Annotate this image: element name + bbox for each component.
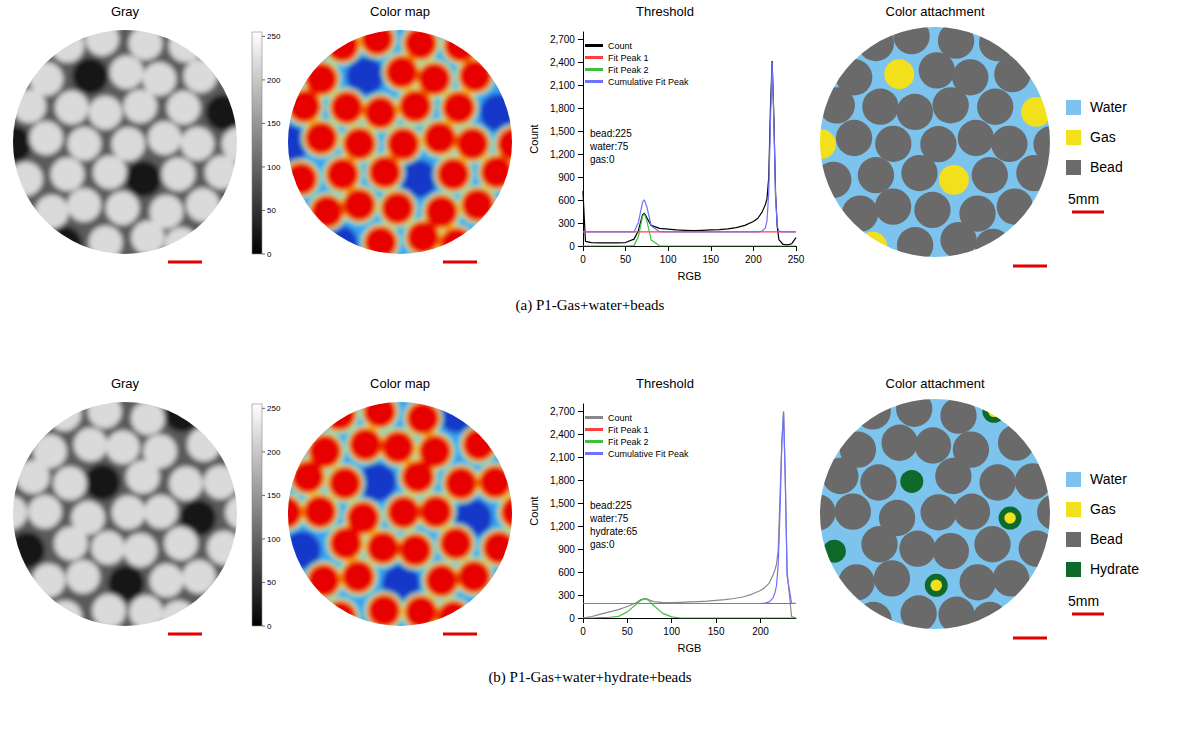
svg-text:2,100: 2,100 [550,452,575,463]
svg-text:250: 250 [788,254,805,265]
svg-text:5mm: 5mm [1068,593,1099,609]
svg-text:RGB: RGB [678,270,702,282]
svg-text:2,400: 2,400 [550,57,575,68]
svg-text:150: 150 [267,491,281,500]
svg-text:5mm: 5mm [1068,191,1099,207]
svg-text:250: 250 [267,32,281,41]
svg-text:2,700: 2,700 [550,406,575,417]
svg-text:Water: Water [1090,99,1127,115]
svg-text:1,500: 1,500 [550,498,575,509]
svg-text:100: 100 [267,163,281,172]
svg-text:Gas: Gas [1090,129,1116,145]
svg-text:Color attachment: Color attachment [886,4,985,19]
svg-text:300: 300 [558,590,575,601]
svg-text:50: 50 [267,206,276,215]
svg-text:Count: Count [528,496,540,525]
svg-text:Count: Count [608,41,633,51]
svg-text:Color map: Color map [370,4,430,19]
svg-text:900: 900 [558,172,575,183]
svg-text:200: 200 [267,448,281,457]
svg-text:100: 100 [660,254,677,265]
svg-text:RGB: RGB [678,642,702,654]
svg-text:Gas: Gas [1090,501,1116,517]
svg-text:600: 600 [558,567,575,578]
svg-text:Fit Peak 1: Fit Peak 1 [608,53,649,63]
svg-text:Gray: Gray [111,4,140,19]
svg-text:2,400: 2,400 [550,429,575,440]
svg-text:1,200: 1,200 [550,149,575,160]
svg-text:1,200: 1,200 [550,521,575,532]
svg-text:50: 50 [267,578,276,587]
svg-text:hydrate:65: hydrate:65 [590,526,638,537]
svg-text:Cumulative Fit Peak: Cumulative Fit Peak [608,77,689,87]
svg-text:0: 0 [569,613,575,624]
svg-text:0: 0 [569,241,575,252]
svg-text:1,800: 1,800 [550,475,575,486]
svg-text:Color map: Color map [370,376,430,391]
svg-text:100: 100 [267,535,281,544]
svg-text:150: 150 [708,626,725,637]
svg-text:150: 150 [702,254,719,265]
svg-text:Fit Peak 2: Fit Peak 2 [608,65,649,75]
svg-text:Threshold: Threshold [636,376,694,391]
svg-text:gas:0: gas:0 [590,154,615,165]
svg-text:Threshold: Threshold [636,4,694,19]
svg-text:900: 900 [558,544,575,555]
svg-text:Bead: Bead [1090,531,1123,547]
svg-text:Count: Count [608,413,633,423]
svg-text:200: 200 [745,254,762,265]
svg-text:Fit Peak 2: Fit Peak 2 [608,437,649,447]
svg-text:water:75: water:75 [589,141,629,152]
svg-text:Gray: Gray [111,376,140,391]
svg-text:100: 100 [663,626,680,637]
svg-text:50: 50 [622,626,634,637]
svg-text:bead:225: bead:225 [590,500,632,511]
svg-text:(b) P1-Gas+water+hydrate+beads: (b) P1-Gas+water+hydrate+beads [488,669,691,686]
svg-text:150: 150 [267,119,281,128]
svg-text:200: 200 [267,76,281,85]
svg-text:2,100: 2,100 [550,80,575,91]
svg-text:gas:0: gas:0 [590,539,615,550]
svg-text:Count: Count [528,124,540,153]
svg-text:Water: Water [1090,471,1127,487]
svg-text:1,500: 1,500 [550,126,575,137]
svg-text:Color attachment: Color attachment [886,376,985,391]
svg-text:bead:225: bead:225 [590,128,632,139]
svg-text:600: 600 [558,195,575,206]
svg-text:200: 200 [752,626,769,637]
svg-text:Hydrate: Hydrate [1090,561,1139,577]
svg-text:0: 0 [267,250,272,259]
svg-text:Fit Peak 1: Fit Peak 1 [608,425,649,435]
svg-text:Cumulative Fit Peak: Cumulative Fit Peak [608,449,689,459]
svg-text:50: 50 [620,254,632,265]
svg-text:0: 0 [580,254,586,265]
svg-text:300: 300 [558,218,575,229]
svg-text:1,800: 1,800 [550,103,575,114]
svg-text:water:75: water:75 [589,513,629,524]
svg-text:250: 250 [267,404,281,413]
svg-text:0: 0 [580,626,586,637]
svg-text:0: 0 [267,622,272,631]
svg-text:Bead: Bead [1090,159,1123,175]
svg-text:2,700: 2,700 [550,34,575,45]
svg-text:(a) P1-Gas+water+beads: (a) P1-Gas+water+beads [516,297,665,314]
